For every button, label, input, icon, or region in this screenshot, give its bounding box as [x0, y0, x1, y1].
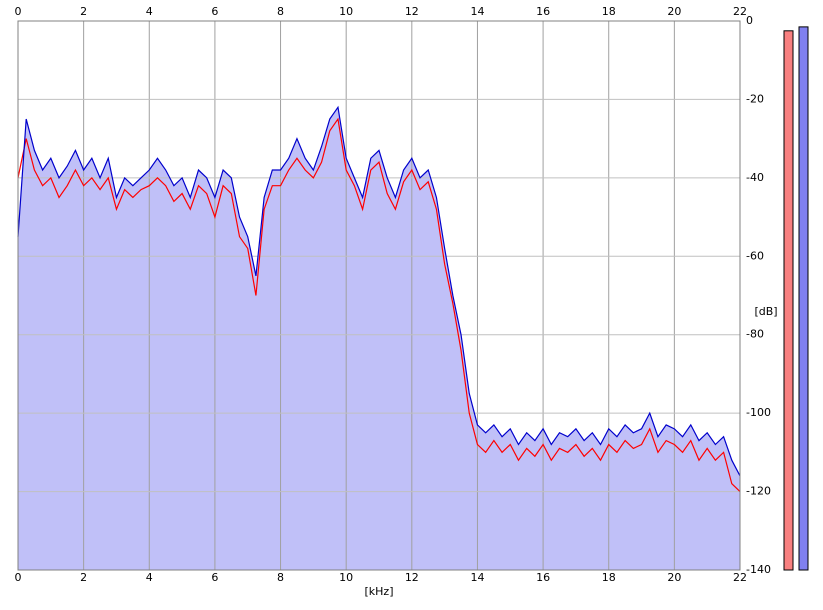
y-tick-label: -80: [746, 328, 764, 341]
x-tick-label: 22: [733, 571, 747, 584]
x-tick-label: 4: [146, 571, 153, 584]
x-tick-label-top: 10: [339, 5, 353, 18]
x-tick-label-top: 8: [277, 5, 284, 18]
x-tick-label: 18: [602, 571, 616, 584]
x-tick-label-top: 22: [733, 5, 747, 18]
y-tick-label: -20: [746, 92, 764, 105]
x-tick-label: 14: [470, 571, 484, 584]
y-tick-label: 0: [746, 14, 753, 27]
x-tick-label-top: 18: [602, 5, 616, 18]
x-tick-label: 0: [15, 571, 22, 584]
series-line: [17, 105, 741, 477]
y-tick-label: -120: [746, 485, 771, 498]
x-tick-label-top: 0: [15, 5, 22, 18]
x-tick-label: 2: [80, 571, 87, 584]
x-tick-label: 6: [211, 571, 218, 584]
y-tick-label: -40: [746, 171, 764, 184]
x-tick-label: 12: [405, 571, 419, 584]
x-tick-label-top: 2: [80, 5, 87, 18]
level-meter: [783, 30, 794, 571]
y-axis-label: [dB]: [754, 305, 777, 318]
y-tick-label: -100: [746, 406, 771, 419]
y-tick-label: -60: [746, 249, 764, 262]
y-tick-label: -140: [746, 563, 771, 576]
x-tick-label: 16: [536, 571, 550, 584]
x-tick-label-top: 6: [211, 5, 218, 18]
series-line: [17, 117, 741, 493]
x-tick-label-top: 20: [667, 5, 681, 18]
x-tick-label: 8: [277, 571, 284, 584]
x-tick-label-top: 4: [146, 5, 153, 18]
level-meter: [798, 26, 809, 571]
x-tick-label-top: 12: [405, 5, 419, 18]
x-tick-label: 20: [667, 571, 681, 584]
x-tick-label: 10: [339, 571, 353, 584]
area-fill: [18, 107, 740, 571]
x-axis-label: [kHz]: [365, 585, 394, 598]
plot-border: [17, 20, 741, 571]
x-tick-label-top: 16: [536, 5, 550, 18]
x-tick-label-top: 14: [470, 5, 484, 18]
